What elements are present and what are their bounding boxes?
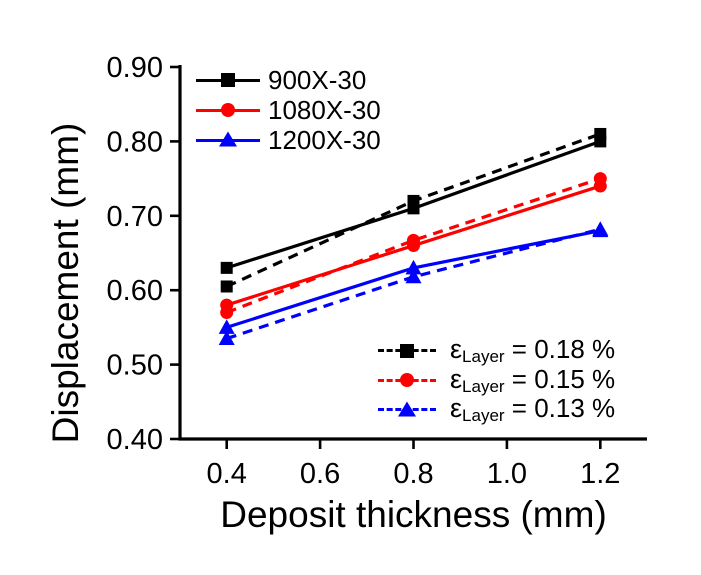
epsilon-symbol: ε: [450, 363, 463, 394]
marker-triangle-1200X-30: [218, 319, 235, 334]
square-marker-icon: [221, 73, 235, 87]
marker-square-900X-30: [220, 261, 233, 274]
y-tick-label: 0.60: [107, 275, 163, 307]
triangle-marker-icon: [398, 401, 416, 417]
legend-item-strain-013: εLayer = 0.13 %: [378, 393, 615, 426]
series-layer: [218, 127, 609, 346]
epsilon-subscript: Layer: [462, 347, 505, 367]
legend-line-sample-solid-black: [196, 72, 260, 88]
epsilon-symbol: ε: [450, 334, 463, 365]
legend-label: εLayer = 0.13 %: [450, 393, 615, 426]
y-tick-label: 0.70: [107, 201, 163, 233]
circle-marker-icon: [400, 373, 414, 388]
x-tick-label: 1.2: [580, 458, 620, 490]
legend-solid-series: 900X-30 1080X-30 1200X-30: [196, 65, 381, 155]
square-marker-icon: [400, 343, 414, 358]
triangle-marker-icon: [219, 131, 237, 147]
strain-value: = 0.13 %: [504, 393, 616, 424]
legend-label: 1080X-30: [268, 94, 381, 125]
legend-item-strain-018: εLayer = 0.18 %: [378, 334, 615, 367]
epsilon-subscript: Layer: [462, 406, 505, 426]
epsilon-subscript: Layer: [462, 376, 505, 396]
x-tick-label: 0.6: [300, 458, 340, 490]
x-tick-label: 0.4: [207, 458, 247, 490]
marker-triangle-εLayer=0.13%: [405, 268, 422, 284]
legend-dashed-series: εLayer = 0.18 % εLayer = 0.15 % εLayer =…: [372, 334, 622, 426]
legend-line-sample-solid-blue: [196, 131, 260, 148]
circle-marker-icon: [221, 103, 235, 117]
marker-circle-εLayer=0.15%: [220, 306, 234, 320]
marker-square-εLayer=0.18%: [407, 194, 420, 207]
legend-item-900x-30: 900X-30: [196, 65, 381, 95]
marker-triangle-1200X-30: [405, 259, 422, 275]
x-tick-label: 1.0: [487, 458, 527, 490]
marker-triangle-εLayer=0.13%: [592, 221, 609, 236]
x-tick-label: 0.8: [393, 458, 433, 490]
y-tick-label: 0.50: [107, 350, 163, 382]
series-line-εLayer=0.15%: [226, 177, 601, 315]
strain-value: = 0.15 %: [504, 363, 616, 394]
legend-line-sample-dashed-black: [378, 343, 436, 359]
y-tick-label: 0.90: [107, 52, 163, 84]
legend-item-1200x-30: 1200X-30: [196, 125, 381, 155]
legend-item-strain-015: εLayer = 0.15 %: [378, 364, 615, 397]
x-axis-title: Deposit thickness (mm): [220, 494, 607, 535]
y-tick-label: 0.40: [107, 424, 163, 456]
legend-label: εLayer = 0.18 %: [450, 334, 615, 367]
legend-line-sample-solid-red: [196, 102, 260, 118]
y-axis-title: Displacement (mm): [45, 122, 86, 444]
axes-layer: 0.40 0.50 0.60 0.70 0.80 0.90 0.4 0.6 0.8 1.0 1.2: [107, 52, 647, 490]
marker-triangle-εLayer=0.13%: [218, 330, 235, 346]
marker-square-εLayer=0.18%: [220, 280, 233, 293]
legend-item-1080x-30: 1080X-30: [196, 95, 381, 125]
marker-circle-εLayer=0.15%: [593, 172, 607, 186]
legend-label: εLayer = 0.15 %: [450, 364, 615, 397]
legend-label: 1200X-30: [268, 124, 381, 155]
legend-line-sample-dashed-blue: [378, 401, 436, 418]
legend-line-sample-dashed-red: [378, 372, 436, 388]
strain-value: = 0.18 %: [504, 334, 616, 365]
marker-circle-εLayer=0.15%: [407, 233, 420, 247]
y-tick-label: 0.80: [107, 126, 163, 158]
epsilon-symbol: ε: [450, 393, 463, 424]
marker-square-εLayer=0.18%: [594, 127, 607, 140]
legend-label: 900X-30: [268, 64, 367, 95]
